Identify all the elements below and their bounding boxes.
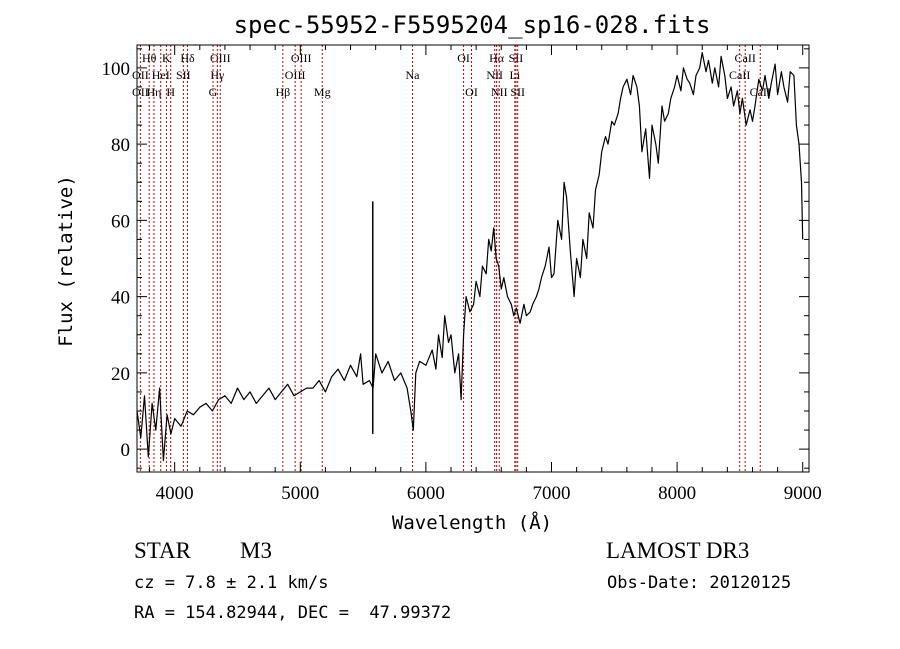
spectral-line-label: Li (509, 68, 520, 82)
y-tick-label: 80 (111, 135, 130, 156)
spectral-line-label: SII (509, 51, 524, 65)
spectral-line-label: NII (486, 68, 503, 82)
flux-series (136, 51, 804, 462)
spectral-line-label: HeI (152, 68, 170, 82)
y-tick-label: 60 (111, 211, 130, 232)
plot-frame (136, 44, 810, 473)
spectral-line-label: Hα (489, 51, 505, 65)
axes: 4000 5000 6000 7000 8000 9000 0 20 40 60 80 100 (102, 45, 822, 504)
spectral-line-label: CaII (735, 51, 756, 65)
spectral-line-label: Hη (146, 85, 161, 99)
spectral-line-label: OIII (291, 51, 312, 65)
spectral-line-label: OI (465, 85, 478, 99)
survey-name: LAMOST DR3 (606, 538, 750, 563)
spectral-line-label: OIII (285, 68, 306, 82)
spectral-line-label: OIII (210, 51, 231, 65)
object-subclass: M3 (240, 538, 272, 563)
y-axis-label: Flux (relative) (55, 175, 77, 347)
flux-line (136, 51, 804, 462)
y-tick-label: 40 (111, 288, 130, 309)
chart-title: spec-55952-F5595204_sp16-028.fits (234, 11, 711, 39)
spectral-line-label: Na (405, 68, 420, 82)
spectral-line-label: Hγ (210, 68, 225, 82)
spectral-line-label: OII (132, 68, 149, 82)
object-class: STAR (134, 538, 191, 563)
spectral-line-label: G (209, 85, 218, 99)
spectral-line-label: Hθ (142, 51, 157, 65)
x-axis-label: Wavelength (Å) (392, 511, 552, 534)
redshift-velocity: cz = 7.8 ± 2.1 km/s (134, 573, 329, 593)
spectral-line-label: Mg (314, 85, 331, 99)
spectral-line-label: OII (132, 85, 149, 99)
spectral-line-label: SII (176, 68, 191, 82)
spectral-line-label: Hβ (275, 85, 290, 99)
y-tick-label: 100 (102, 59, 131, 80)
spectral-line-label: CaII (750, 85, 771, 99)
spectral-line-label: K (162, 51, 171, 65)
x-tick-label: 5000 (281, 483, 319, 504)
spectral-line-label: Hδ (180, 51, 195, 65)
x-tick-label: 4000 (156, 483, 194, 504)
observation-date: Obs-Date: 20120125 (607, 573, 792, 593)
spectral-line-label: NII (491, 85, 508, 99)
spectral-line-label: SII (510, 85, 525, 99)
y-tick-label: 0 (121, 440, 131, 461)
x-tick-label: 7000 (533, 483, 571, 504)
x-tick-label: 9000 (784, 483, 822, 504)
x-tick-label: 6000 (407, 483, 445, 504)
spectral-line-label: CaII (729, 68, 750, 82)
spectral-line-label: H (166, 85, 175, 99)
ra-dec-coordinates: RA = 154.82944, DEC = 47.99372 (134, 603, 452, 623)
spectral-line-label: OI (457, 51, 470, 65)
y-tick-label: 20 (111, 364, 130, 385)
x-tick-label: 8000 (658, 483, 696, 504)
